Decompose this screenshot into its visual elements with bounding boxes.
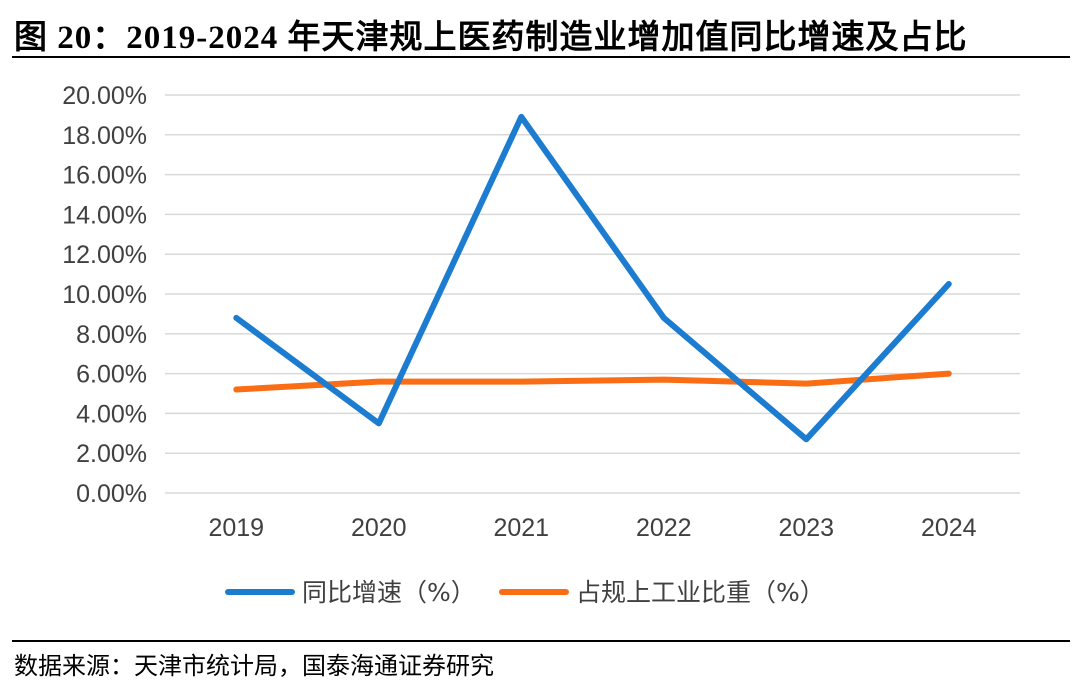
data-point — [520, 380, 523, 383]
y-tick-label: 18.00% — [62, 122, 147, 150]
data-point — [805, 438, 808, 441]
legend-label: 占规上工业比重（%） — [576, 578, 825, 607]
data-point — [947, 283, 950, 286]
x-tick-label: 2022 — [636, 514, 692, 542]
y-tick-label: 2.00% — [76, 440, 147, 468]
y-tick-label: 6.00% — [76, 361, 147, 389]
series-line-share — [233, 370, 952, 393]
data-point — [805, 382, 808, 385]
x-tick-label: 2023 — [778, 514, 834, 542]
x-tick-label: 2021 — [493, 514, 549, 542]
source-divider — [12, 640, 1070, 642]
data-point — [377, 380, 380, 383]
y-axis-ticks: 0.00% 2.00% 4.00% 6.00% 8.00% 10.00% 12.00% 14.… — [62, 82, 147, 508]
y-tick-label: 8.00% — [76, 321, 147, 349]
y-tick-label: 14.00% — [62, 201, 147, 229]
figure-title: 图 20：2019-2024 年天津规上医药制造业增加值同比增速及占比 — [14, 20, 968, 56]
x-tick-label: 2019 — [208, 514, 264, 542]
data-point — [235, 316, 238, 319]
x-axis-ticks: 2019 2020 2021 2022 2023 2024 — [208, 514, 976, 542]
legend: 同比增速（%） 占规上工业比重（%） — [225, 578, 825, 607]
legend-label: 同比增速（%） — [302, 578, 476, 607]
gridlines — [165, 94, 1020, 494]
y-tick-label: 12.00% — [62, 241, 147, 269]
y-tick-label: 16.00% — [62, 162, 147, 190]
x-tick-label: 2024 — [921, 514, 977, 542]
y-tick-label: 4.00% — [76, 400, 147, 428]
source-note: 数据来源：天津市统计局，国泰海通证券研究 — [14, 652, 494, 680]
line-chart: 0.00% 2.00% 4.00% 6.00% 8.00% 10.00% 12.00% 14.… — [62, 82, 1020, 607]
data-point — [947, 372, 950, 375]
y-tick-label: 20.00% — [62, 82, 147, 110]
x-tick-label: 2020 — [351, 514, 407, 542]
data-point — [520, 115, 523, 118]
data-point — [377, 422, 380, 425]
y-tick-label: 10.00% — [62, 281, 147, 309]
y-tick-label: 0.00% — [76, 480, 147, 508]
data-point — [235, 388, 238, 391]
series-line-yoy-growth — [233, 113, 952, 443]
title-divider — [12, 56, 1070, 58]
series-lines — [233, 113, 952, 443]
data-point — [662, 378, 665, 381]
data-point — [662, 316, 665, 319]
